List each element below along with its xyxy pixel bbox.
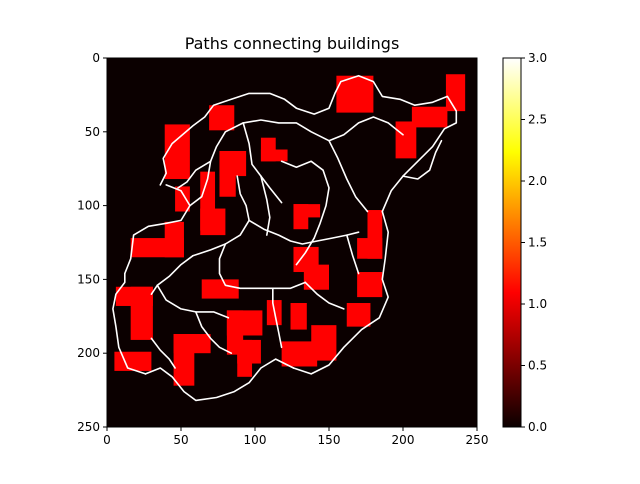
colorbar-tick-label: 3.0 bbox=[528, 51, 547, 65]
building-cell-22 bbox=[201, 279, 239, 299]
building-cell-20 bbox=[303, 264, 329, 290]
building-cell-1 bbox=[445, 74, 466, 112]
building-cell-5 bbox=[164, 124, 190, 180]
path-line-18 bbox=[195, 311, 233, 355]
building-cell-14 bbox=[293, 204, 309, 230]
colorbar-gradient bbox=[502, 57, 522, 428]
path-line-7 bbox=[189, 116, 404, 207]
y-tick-label: 0 bbox=[92, 51, 100, 65]
building-cell-2 bbox=[411, 106, 448, 128]
colorbar: 0.0 0.5 1.0 1.5 2.0 2.5 3.0 bbox=[502, 51, 547, 434]
colorbar-tick-label: 0.5 bbox=[528, 359, 547, 373]
path-line-11 bbox=[192, 175, 250, 257]
y-tick-label: 250 bbox=[77, 420, 100, 434]
building-cell-4 bbox=[209, 105, 235, 131]
path-line-24 bbox=[260, 175, 271, 236]
building-cell-33 bbox=[281, 341, 318, 367]
building-cell-12 bbox=[200, 208, 226, 236]
path-line-3 bbox=[381, 95, 458, 213]
colorbar-tick-label: 2.0 bbox=[528, 174, 547, 188]
building-cell-18 bbox=[130, 238, 184, 258]
path-line-10 bbox=[280, 160, 330, 239]
building-cell-7 bbox=[260, 149, 288, 162]
colorbar-tick-label: 1.5 bbox=[528, 236, 547, 250]
path-line-9 bbox=[328, 139, 369, 213]
y-tick-label: 100 bbox=[77, 199, 100, 213]
building-cell-24 bbox=[130, 286, 153, 340]
path-line-12 bbox=[248, 219, 360, 245]
building-cell-9 bbox=[219, 150, 236, 197]
y-tick-label: 150 bbox=[77, 272, 100, 286]
path-line-17 bbox=[156, 284, 230, 319]
path-line-6 bbox=[112, 272, 147, 375]
path-line-14 bbox=[271, 287, 283, 349]
colorbar-tick-label: 1.0 bbox=[528, 297, 547, 311]
path-line-1 bbox=[159, 92, 298, 186]
building-cell-21 bbox=[357, 272, 383, 298]
building-cell-3 bbox=[395, 121, 417, 159]
path-line-13 bbox=[218, 243, 307, 290]
path-line-5 bbox=[144, 358, 295, 402]
path-line-16 bbox=[150, 255, 194, 296]
plot-frame bbox=[106, 57, 478, 428]
path-line-23 bbox=[177, 160, 212, 189]
x-tick-label: 250 bbox=[466, 433, 489, 447]
building-cell-26 bbox=[290, 303, 307, 330]
building-cell-27 bbox=[346, 303, 371, 327]
y-tick-label: 200 bbox=[77, 346, 100, 360]
building-cell-10 bbox=[175, 186, 190, 212]
building-cell-16 bbox=[357, 238, 383, 259]
colorbar-tick-label: 2.5 bbox=[528, 113, 547, 127]
x-tick-label: 50 bbox=[173, 433, 188, 447]
plot-area bbox=[106, 57, 478, 428]
path-line-22 bbox=[402, 139, 443, 180]
building-cell-31 bbox=[237, 339, 253, 377]
x-tick-label: 150 bbox=[318, 433, 341, 447]
x-tick-label: 0 bbox=[103, 433, 111, 447]
colorbar-tick-label: 0.0 bbox=[528, 420, 547, 434]
path-line-20 bbox=[295, 237, 316, 266]
y-axis: 0 50 100 150 200 250 bbox=[77, 51, 107, 434]
building-cell-35 bbox=[173, 334, 195, 386]
colorbar-ticks: 0.0 0.5 1.0 1.5 2.0 2.5 3.0 bbox=[521, 51, 547, 434]
path-line-0 bbox=[124, 184, 191, 275]
building-cell-36 bbox=[114, 351, 152, 371]
paths-layer bbox=[112, 74, 458, 402]
chart-title: Paths connecting buildings bbox=[185, 34, 400, 53]
building-cell-0 bbox=[336, 75, 374, 113]
path-line-15 bbox=[304, 281, 345, 310]
y-tick-label: 50 bbox=[85, 125, 100, 139]
x-tick-label: 100 bbox=[244, 433, 267, 447]
x-tick-label: 200 bbox=[392, 433, 415, 447]
x-axis: 0 50 100 150 200 250 bbox=[103, 427, 488, 447]
path-line-2 bbox=[295, 74, 416, 115]
path-line-21 bbox=[345, 234, 360, 275]
path-line-19 bbox=[150, 337, 176, 369]
path-line-8 bbox=[242, 122, 283, 204]
buildings-layer bbox=[114, 74, 466, 386]
path-line-4 bbox=[292, 210, 390, 375]
